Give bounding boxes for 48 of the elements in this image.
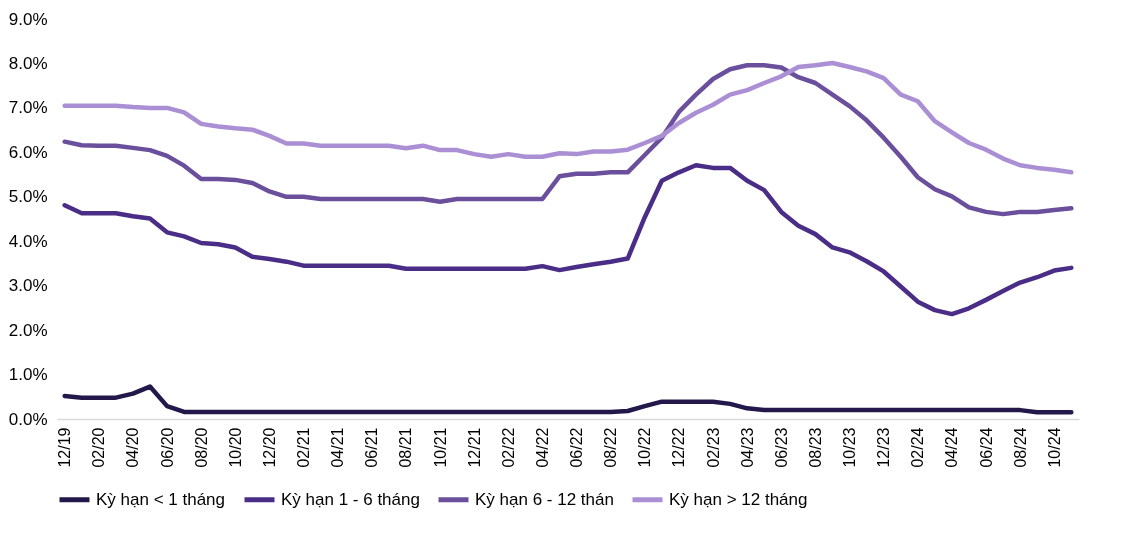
x-tick-label: 06/21 <box>363 427 381 468</box>
y-tick-label: 1.0% <box>8 365 48 385</box>
x-tick-label: 06/23 <box>772 427 790 468</box>
x-tick-label: 06/24 <box>977 427 995 468</box>
y-tick-label: 9.0% <box>8 9 48 29</box>
x-tick-label: 10/20 <box>226 427 244 468</box>
line-series <box>62 384 1074 415</box>
x-tick-label: 12/21 <box>465 427 483 468</box>
x-tick-label: 04/22 <box>533 427 551 468</box>
line-series <box>62 162 1074 317</box>
x-tick-label: 10/24 <box>1045 427 1063 468</box>
x-tick-label: 12/20 <box>260 427 278 468</box>
y-tick-label: 6.0% <box>8 142 48 162</box>
y-tick-label: 0.0% <box>8 409 48 429</box>
x-tick-label: 04/23 <box>738 427 756 468</box>
x-tick-label: 10/22 <box>636 427 654 468</box>
x-tick-label: 02/21 <box>295 427 313 468</box>
x-tick-label: 08/24 <box>1011 427 1029 468</box>
legend-label: Kỳ hạn 1 - 6 tháng <box>281 489 420 509</box>
y-tick-label: 3.0% <box>8 276 48 296</box>
y-tick-label: 5.0% <box>8 187 48 207</box>
x-tick-label: 12/22 <box>670 427 688 468</box>
x-tick-label: 08/23 <box>806 427 824 468</box>
y-tick-label: 2.0% <box>8 320 48 340</box>
x-tick-label: 06/22 <box>568 427 586 468</box>
legend-label: Kỳ hạn < 1 tháng <box>96 489 226 509</box>
x-tick-label: 10/21 <box>431 427 449 468</box>
x-tick-label: 02/24 <box>909 427 927 468</box>
x-tick-label: 06/20 <box>158 427 176 468</box>
line-series <box>62 60 1074 175</box>
x-tick-label: 04/20 <box>124 427 142 468</box>
x-tick-label: 04/21 <box>329 427 347 468</box>
legend-label: Kỳ hạn > 12 tháng <box>669 489 808 509</box>
y-tick-label: 4.0% <box>8 231 48 251</box>
x-tick-label: 08/21 <box>397 427 415 468</box>
y-tick-label: 7.0% <box>8 98 48 118</box>
x-tick-label: 02/23 <box>704 427 722 468</box>
x-tick-label: 10/23 <box>841 427 859 468</box>
legend-label: Kỳ hạn 6 - 12 thán <box>475 489 614 509</box>
x-tick-label: 12/23 <box>875 427 893 468</box>
line-series <box>62 62 1074 217</box>
x-tick-label: 08/22 <box>602 427 620 468</box>
x-tick-label: 02/22 <box>499 427 517 468</box>
x-tick-label: 12/19 <box>56 427 74 468</box>
x-tick-label: 08/20 <box>192 427 210 468</box>
x-tick-label: 04/24 <box>943 427 961 468</box>
x-tick-label: 02/20 <box>90 427 108 468</box>
y-tick-label: 8.0% <box>8 53 48 73</box>
